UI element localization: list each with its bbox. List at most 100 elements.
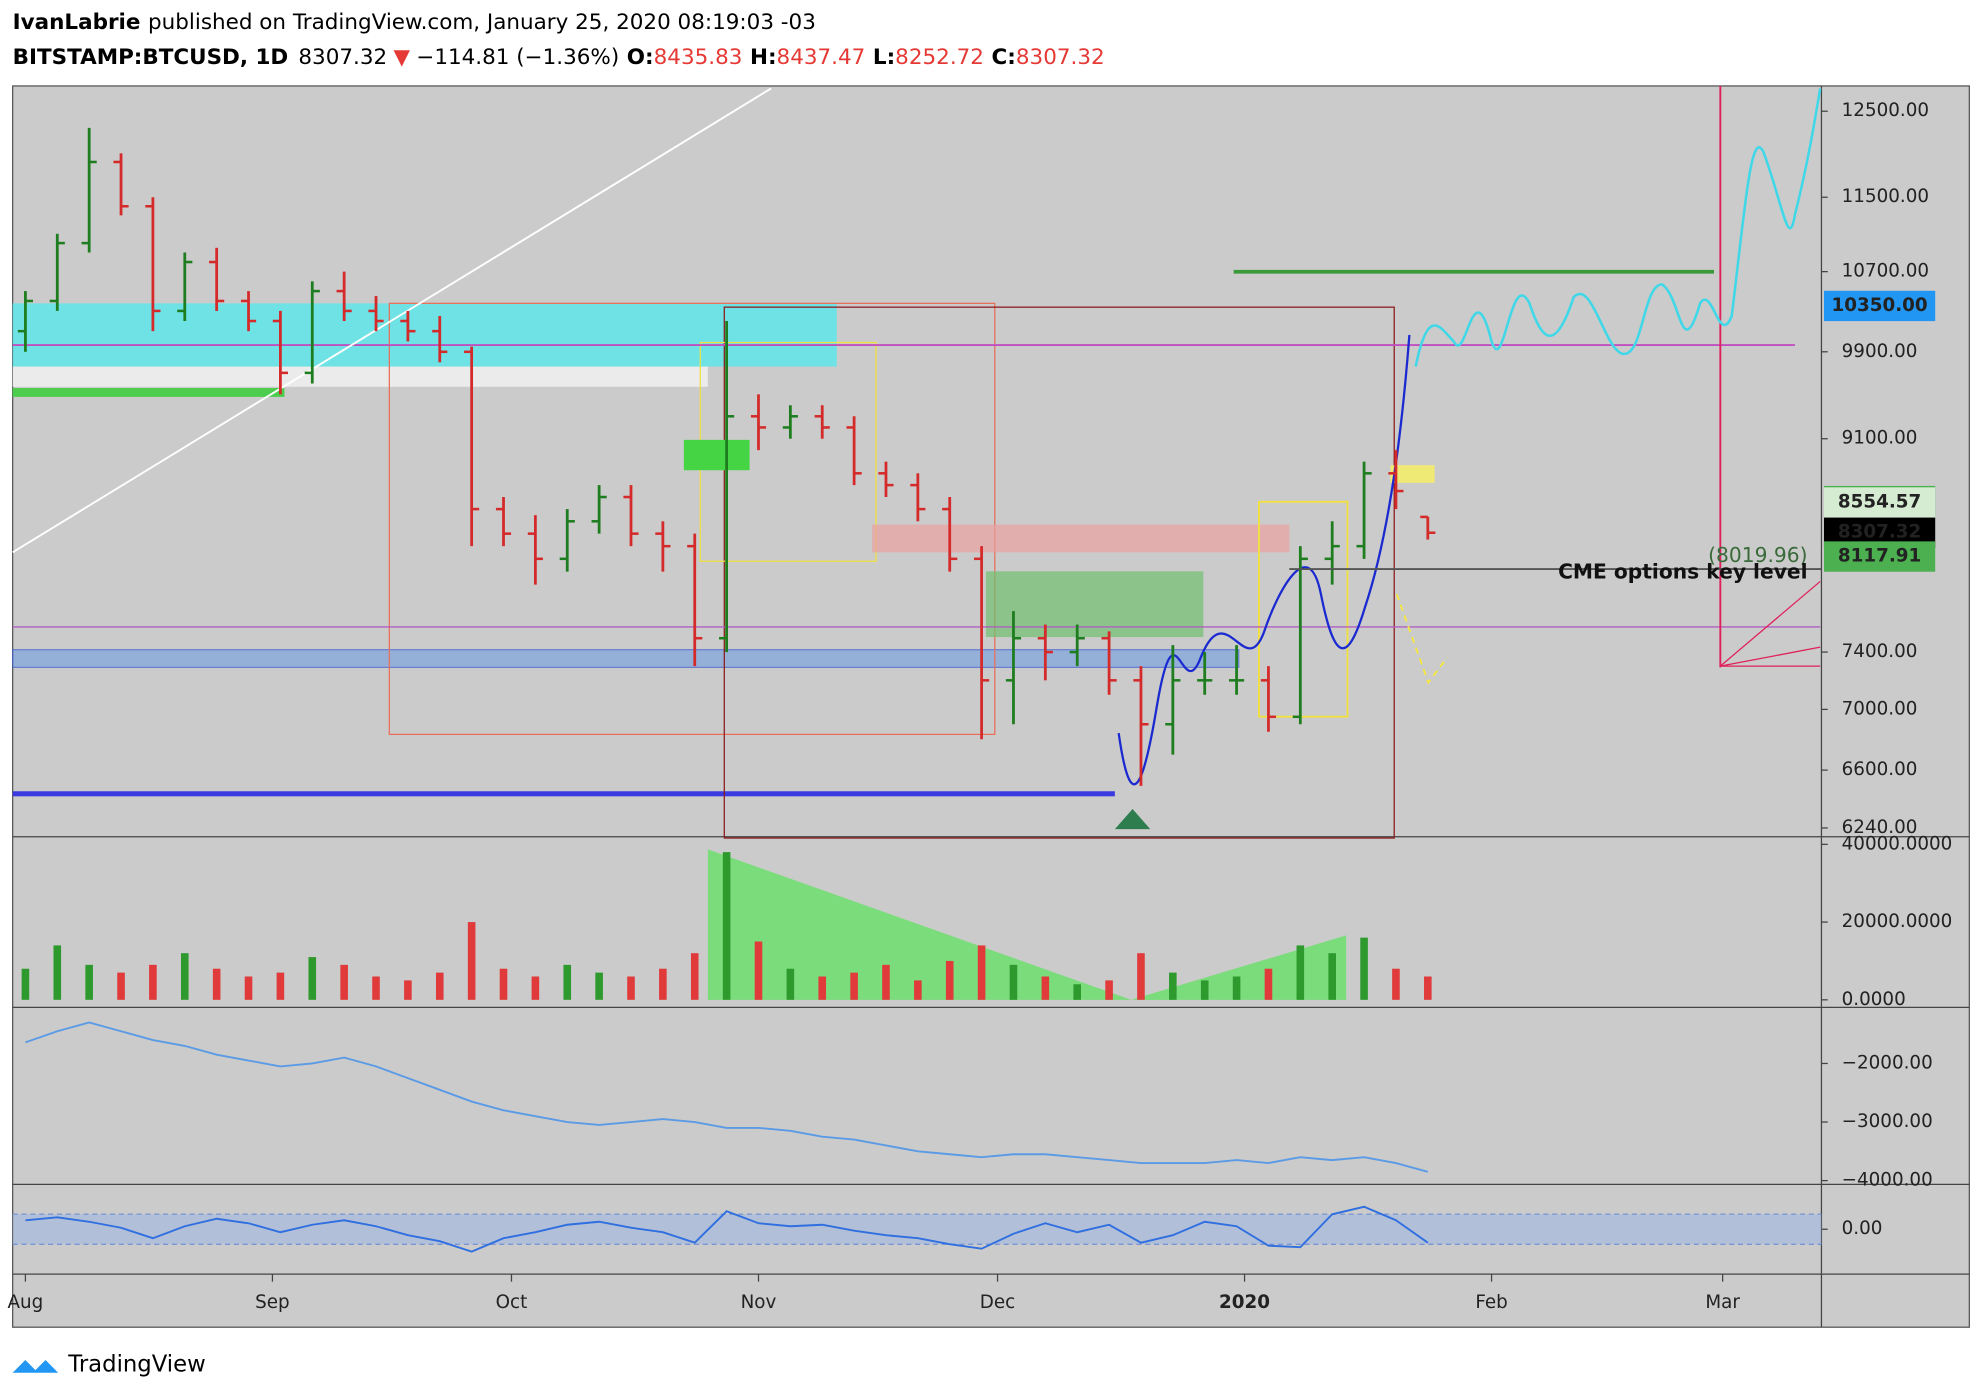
price-label: 8117.91 [1838,546,1921,567]
y-tick-label: −3000.00 [1842,1111,1933,1132]
drawings [12,85,1822,839]
panel-separators [12,85,1970,1328]
l-value: 8252.72 [895,45,984,70]
y-tick-label: 0.0000 [1842,989,1906,1010]
volume-bar [212,968,221,1000]
key-level-value: (8019.96) [1708,543,1807,567]
y-tick-label: 20000.0000 [1842,911,1953,932]
volume-bar [244,976,253,1000]
x-tick-label: Dec [980,1292,1015,1313]
brand: TradingView [67,1352,205,1378]
indicator-line [25,1021,1429,1173]
volume-bar [786,968,795,1000]
arrow: ▼ [393,45,410,70]
volume-bar [85,964,93,1000]
volume-bar [818,976,827,1000]
y-tick-label: 11500.00 [1842,186,1929,207]
volume-bar [53,945,62,1000]
volume-bar [180,953,189,1000]
h-value: 8437.47 [777,45,866,70]
y-tick-label: 9900.00 [1842,341,1918,362]
volume-bar [690,953,699,1000]
y-tick-label: 7400.00 [1842,641,1918,662]
y-tick-label: −4000.00 [1842,1170,1933,1191]
volume-bar [945,960,954,1000]
volume-bar [531,976,540,1000]
volume-bar [659,968,667,1000]
volume-bar [308,957,317,1000]
published: published on TradingView.com, January 25… [148,10,816,35]
volume-bar [1169,972,1177,1000]
y-tick-label: 6240.00 [1842,817,1918,838]
x-tick-label: Feb [1475,1292,1507,1313]
header-line: IvanLabrie published on TradingView.com, … [13,10,816,35]
volume-bar [882,964,890,1000]
y-tick-label: 12500.00 [1842,100,1929,121]
y-tick-label: 6600.00 [1842,759,1918,780]
y-tick-label: 9100.00 [1842,428,1918,449]
volume-bar [149,964,157,1000]
x-tick-label: Sep [255,1292,290,1313]
volume-bar [340,964,348,1000]
volume-bar [276,972,285,1000]
x-tick-label: Nov [741,1292,777,1313]
volume-bar [117,972,125,1000]
volume-bar [754,941,763,1000]
y-tick-label: 10700.00 [1842,261,1929,282]
c-value: 8307.32 [1016,45,1105,70]
chart-area [12,85,1970,1328]
volume-bar [595,972,603,1000]
price-label: 8307.32 [1838,522,1921,543]
price-label-box [1823,541,1936,572]
o-value: 8435.83 [654,45,743,70]
x-tick-label: Oct [496,1292,528,1313]
volume-bar [1041,976,1050,1000]
volume-bar [499,968,508,1000]
volume-bar [722,852,731,1000]
y-tick-label: −2000.00 [1842,1052,1933,1073]
volume-bar [627,976,635,1000]
x-tick-label: Aug [8,1292,44,1313]
volume-bar [1424,976,1432,1000]
indicator-line [25,1205,1429,1253]
volume-bar [21,968,30,1000]
price-label-box [1823,290,1936,322]
volume-bar [1392,968,1400,1000]
x-tick-label: Mar [1705,1292,1740,1313]
volume-bar [404,980,412,1000]
volume-bar [563,964,572,1000]
volume-bar [1137,953,1145,1000]
band-fill [12,1214,1822,1245]
volume-bar [914,980,922,1000]
volume-bar [1296,945,1305,1000]
author: IvanLabrie [13,10,141,35]
price-label-box [1823,487,1936,518]
volume-bar [1073,984,1082,1000]
volume-bar [850,972,858,1000]
price-label: 10350.00 [1832,295,1928,316]
h-label: H: [750,45,777,70]
l-label: L: [873,45,895,70]
volume-bar [1232,976,1241,1000]
c-label: C: [992,45,1016,70]
y-tick-label: 0.00 [1842,1218,1883,1239]
change: −114.81 (−1.36%) [416,45,619,70]
footer: TradingView [12,1352,206,1378]
y-tick-label: 7000.00 [1842,698,1918,719]
volume-bar [372,976,380,1000]
volume-bar [1360,937,1368,1000]
symbol-line: BITSTAMP:BTCUSD, 1D 8307.32 ▼ −114.81 (−1.3… [13,45,1105,70]
o-label: O: [627,45,654,70]
volume-bar [1328,953,1336,1000]
annotation: CME options key level [1558,559,1807,583]
volume-bar [1264,968,1273,1000]
volume-bar [1105,980,1113,1000]
volume-bar [467,922,476,1000]
price-label: 8554.57 [1838,491,1921,512]
volume-bar [977,945,986,1000]
y-tick-label: 40000.0000 [1842,833,1953,854]
last-price: 8307.32 [298,45,387,70]
volume-bar [1200,980,1209,1000]
symbol: BITSTAMP:BTCUSD, 1D [13,45,289,70]
